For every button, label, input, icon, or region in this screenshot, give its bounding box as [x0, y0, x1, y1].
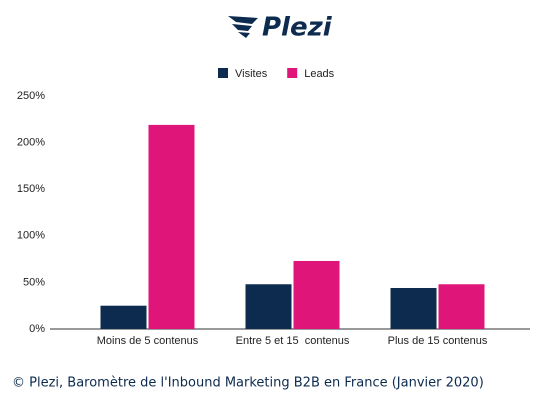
bar: [390, 287, 437, 329]
legend-swatch: [218, 68, 228, 78]
y-tick-label: 200%: [17, 137, 45, 149]
x-tick-label: Entre 5 et 15 contenus: [236, 335, 350, 347]
legend-label: Visites: [235, 68, 268, 80]
y-tick-label: 50%: [23, 276, 45, 288]
footer: © Plezi, Baromètre de l'Inbound Marketin…: [12, 376, 484, 391]
y-tick-label: 100%: [17, 230, 45, 242]
y-tick-label: 0%: [29, 323, 45, 335]
logo-icon: [228, 16, 258, 38]
bar: [245, 284, 292, 329]
bar: [293, 260, 340, 329]
y-tick-label: 150%: [17, 183, 45, 195]
x-tick-label: Plus de 15 contenus: [388, 335, 488, 347]
y-tick-label: 250%: [17, 90, 45, 102]
legend-swatch: [287, 68, 298, 78]
bar: [438, 284, 485, 329]
legend-label: Leads: [304, 68, 334, 80]
x-tick-label: Moins de 5 contenus: [97, 335, 199, 347]
bar: [100, 305, 147, 329]
logo-text: Plezi: [262, 13, 333, 43]
bar: [148, 124, 195, 329]
